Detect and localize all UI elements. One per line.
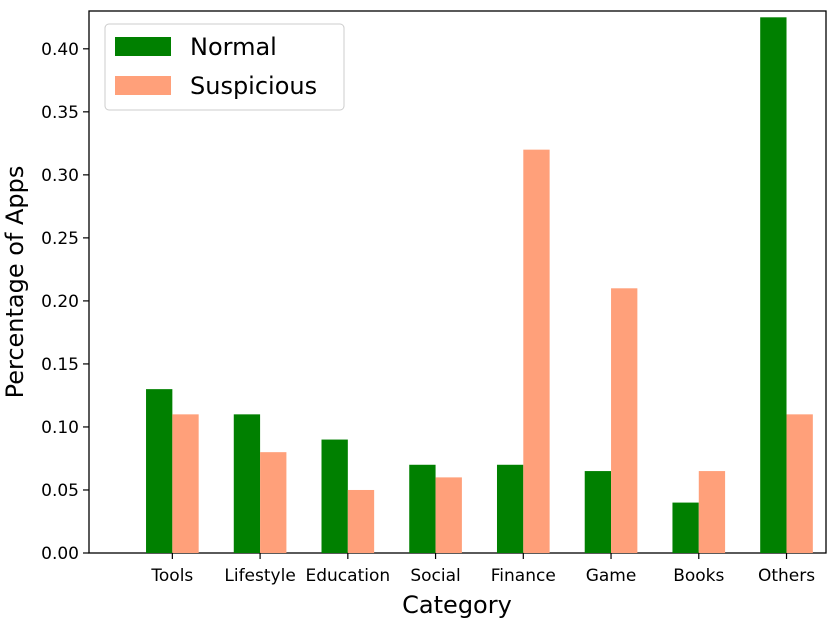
x-tick-label-finance: Finance — [491, 566, 556, 586]
legend-swatch-normal — [115, 37, 171, 56]
legend: Normal Suspicious — [104, 23, 345, 111]
x-axis-title: Category — [402, 591, 512, 619]
y-axis: 0.00 0.05 0.10 0.15 0.20 0.25 0.30 0.35 0.40 — [41, 40, 89, 564]
bar-suspicious-social — [435, 477, 462, 553]
x-tick-label-lifestyle: Lifestyle — [224, 566, 295, 586]
y-tick-label: 0.25 — [41, 229, 79, 249]
y-tick-label: 0.15 — [41, 355, 79, 375]
bars-group — [146, 17, 813, 554]
y-tick-label: 0.35 — [41, 103, 79, 123]
x-tick-label-tools: Tools — [150, 566, 193, 586]
bar-normal-finance — [496, 464, 524, 553]
x-tick-label-others: Others — [758, 566, 815, 586]
x-tick-label-social: Social — [410, 566, 460, 586]
y-tick-label: 0.10 — [41, 418, 79, 438]
legend-swatch-suspicious — [115, 76, 171, 95]
bar-suspicious-finance — [523, 149, 550, 553]
y-tick-label: 0.05 — [41, 481, 79, 501]
bar-suspicious-education — [347, 489, 375, 553]
y-tick-label: 0.40 — [41, 40, 79, 60]
bar-suspicious-tools — [172, 414, 199, 553]
bar-normal-others — [760, 17, 787, 554]
bar-suspicious-books — [698, 471, 726, 553]
y-tick-label: 0.00 — [41, 544, 79, 564]
x-tick-label-game: Game — [586, 566, 637, 586]
x-tick-label-education: Education — [306, 566, 391, 586]
bar-normal-tools — [146, 389, 173, 553]
bar-suspicious-others — [786, 414, 813, 553]
x-axis: Tools Lifestyle Education Social Finance Game… — [150, 553, 815, 586]
bar-normal-education — [321, 439, 348, 553]
bar-normal-social — [409, 464, 436, 553]
bar-normal-books — [672, 502, 699, 553]
y-tick-label: 0.20 — [41, 292, 79, 312]
bar-normal-game — [584, 471, 612, 553]
bar-normal-lifestyle — [233, 414, 261, 553]
legend-label-normal: Normal — [190, 33, 277, 61]
bar-suspicious-game — [611, 288, 638, 553]
y-axis-title: Percentage of Apps — [1, 166, 29, 399]
legend-label-suspicious: Suspicious — [190, 72, 317, 100]
y-tick-label: 0.30 — [41, 166, 79, 186]
bar-suspicious-lifestyle — [260, 452, 287, 553]
x-tick-label-books: Books — [673, 566, 724, 586]
